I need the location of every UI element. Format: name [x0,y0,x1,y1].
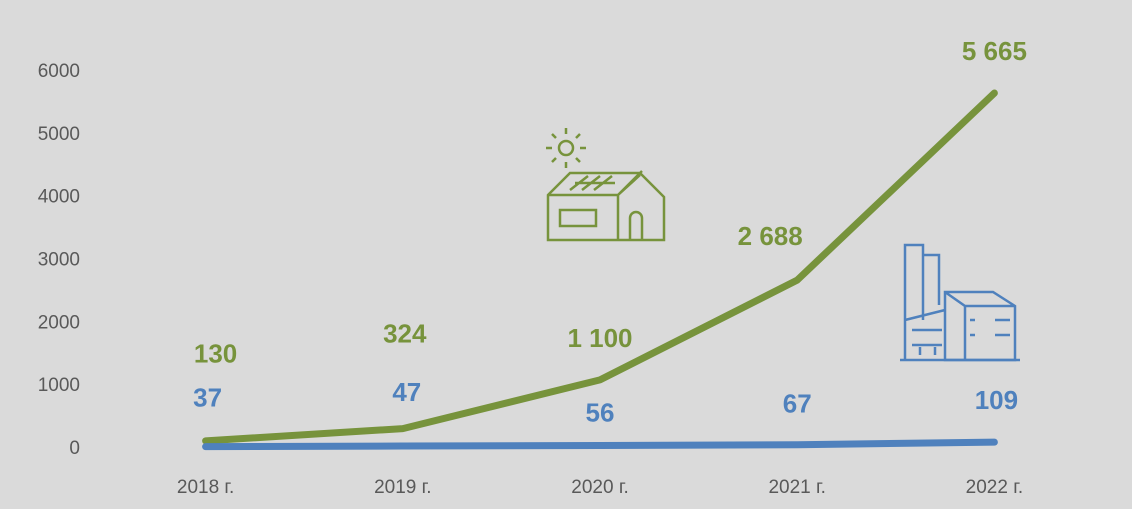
y-tick-label: 0 [69,438,80,459]
value-label: 2 688 [738,221,803,251]
y-tick-label: 4000 [38,187,80,208]
value-label: 324 [383,319,427,349]
value-label: 67 [783,389,812,419]
x-tick-label: 2018 г. [177,477,234,498]
value-label: 1 100 [567,323,632,353]
value-label: 130 [194,339,237,369]
value-label: 5 665 [962,36,1027,66]
x-tick-label: 2022 г. [966,477,1023,498]
series-line [202,438,998,451]
x-tick-label: 2021 г. [768,477,825,498]
x-tick-label: 2019 г. [374,477,431,498]
series-line [202,89,998,445]
y-tick-label: 1000 [38,375,80,396]
y-tick-label: 3000 [38,250,80,271]
value-label: 109 [975,385,1018,415]
house-icon [546,128,666,242]
y-tick-label: 2000 [38,312,80,333]
y-tick-label: 5000 [38,124,80,145]
y-tick-label: 6000 [38,61,80,82]
value-label: 47 [392,377,421,407]
value-label: 56 [586,397,615,427]
x-tick-label: 2020 г. [571,477,628,498]
value-label: 37 [193,383,222,413]
factory-icon [900,243,1020,362]
